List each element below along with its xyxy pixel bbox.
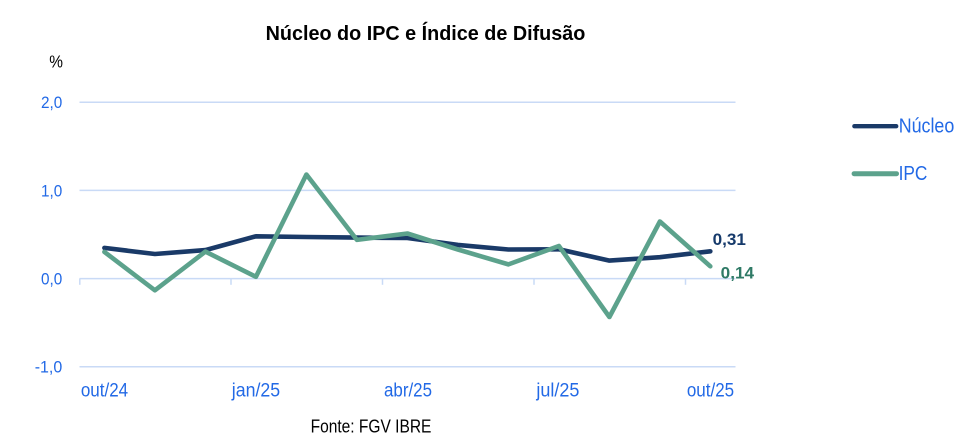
svg-text:Núcleo do IPC e Índice de Difu: Núcleo do IPC e Índice de Difusão <box>266 22 586 45</box>
svg-text:jan/25: jan/25 <box>231 381 280 402</box>
svg-text:0,0: 0,0 <box>41 271 62 289</box>
svg-text:Fonte: FGV IBRE: Fonte: FGV IBRE <box>311 417 432 437</box>
svg-text:out/25: out/25 <box>687 381 734 402</box>
svg-text:0,14: 0,14 <box>721 264 755 283</box>
svg-text:IPC: IPC <box>899 163 928 185</box>
svg-text:-1,0: -1,0 <box>35 359 63 377</box>
svg-text:2,0: 2,0 <box>41 94 62 112</box>
svg-text:abr/25: abr/25 <box>384 381 432 402</box>
svg-text:out/24: out/24 <box>81 381 129 402</box>
svg-text:Núcleo: Núcleo <box>899 116 955 138</box>
svg-text:0,31: 0,31 <box>713 230 746 249</box>
svg-text:jul/25: jul/25 <box>535 381 579 402</box>
svg-text:1,0: 1,0 <box>41 182 62 200</box>
svg-text:%: % <box>49 52 63 72</box>
